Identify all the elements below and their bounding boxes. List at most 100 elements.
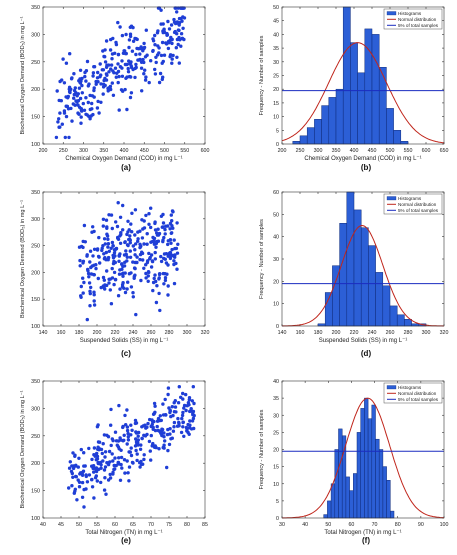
scatter-point — [107, 70, 111, 74]
scatter-point — [88, 249, 93, 253]
scatter-point — [154, 60, 158, 65]
scatter-point — [172, 259, 176, 263]
scatter-point — [111, 470, 115, 475]
scatter-point — [122, 433, 126, 437]
scatter-point — [105, 269, 109, 273]
scatter-point — [129, 433, 133, 437]
histogram-bar — [299, 135, 308, 145]
histogram-bar — [360, 408, 365, 519]
scatter-point — [187, 432, 191, 436]
scatter-point — [166, 46, 171, 51]
scatter-point — [144, 28, 148, 32]
scatter-point — [126, 431, 130, 436]
scatter-point — [68, 89, 72, 93]
scatter-point — [117, 403, 121, 408]
scatter-point — [145, 53, 149, 57]
x-tick-label: 40 — [302, 522, 308, 528]
scatter-point — [67, 486, 71, 490]
scatter-point — [110, 452, 114, 456]
legend-entry: Normal distribution — [398, 202, 437, 207]
x-tick-label: 200 — [39, 148, 48, 154]
histogram-bar — [335, 88, 344, 145]
scatter-point — [106, 237, 110, 241]
scatter-point — [102, 488, 107, 492]
scatter-point — [166, 19, 170, 24]
scatter-point — [149, 458, 153, 462]
x-tick-label: 220 — [350, 330, 359, 336]
y-tick-label: 300 — [31, 406, 40, 412]
scatter-point — [114, 42, 119, 47]
y-tick-label: 250 — [31, 60, 40, 66]
x-tick-label: 45 — [58, 522, 64, 528]
scatter-point — [92, 86, 96, 90]
scatter-point — [95, 247, 100, 251]
scatter-point — [158, 272, 162, 276]
x-tick-label: 80 — [395, 522, 401, 528]
y-tick-label: 45 — [273, 19, 279, 25]
scatter-point — [90, 230, 94, 234]
scatter-point — [96, 254, 101, 259]
scatter-point — [159, 8, 163, 12]
scatter-point — [139, 459, 143, 464]
scatter-point — [102, 257, 107, 261]
scatter-point — [159, 429, 164, 434]
scatter-point — [137, 430, 141, 435]
y-tick-label: 5 — [276, 499, 279, 505]
histogram-bar — [330, 483, 336, 519]
x-tick-label: 200 — [332, 330, 341, 336]
scatter-point — [92, 273, 97, 277]
scatter-point — [131, 25, 135, 30]
scatter-point — [147, 212, 151, 216]
scatter-point — [125, 459, 129, 463]
scatter-point — [134, 62, 138, 67]
scatter-point — [138, 52, 142, 56]
y-tick-label: 50 — [273, 5, 279, 11]
scatter-point — [125, 255, 129, 259]
scatter-point — [70, 119, 74, 123]
scatter-point — [159, 418, 163, 423]
scatter-point — [118, 234, 122, 238]
scatter-point — [138, 447, 143, 451]
x-axis-label: Chemical Oxygen Demand (COD) in mg L⁻¹ — [65, 156, 182, 162]
scatter-point — [64, 114, 69, 119]
scatter-point — [142, 41, 146, 46]
scatter-point — [130, 460, 135, 465]
scatter-point — [112, 282, 116, 287]
scatter-point — [158, 414, 162, 418]
x-axis-label: Suspended Solids (SS) in mg L⁻¹ — [319, 338, 408, 344]
scatter-point — [91, 71, 96, 75]
scatter-point — [77, 245, 82, 249]
scatter-point — [170, 219, 174, 223]
scatter-point — [135, 452, 139, 456]
y-axis-label: Biochemical Oxygen Demand (BOD₅) in mg L… — [20, 390, 26, 508]
scatter-point — [124, 423, 128, 427]
scatter-point — [172, 425, 176, 429]
scatter-point — [80, 83, 84, 88]
scatter-point — [121, 228, 125, 232]
x-tick-label: 70 — [372, 522, 378, 528]
legend-entry: Histograms — [398, 11, 422, 16]
y-tick-label: 350 — [31, 5, 40, 11]
scatter-point — [67, 135, 71, 140]
scatter-point — [104, 65, 109, 70]
scatter-point — [68, 460, 73, 464]
x-tick-label: 250 — [296, 148, 305, 154]
chart-f: 30 40 50 60 70 80 90 100 0 5 10 15 20 25 30 35 40 Histogr… — [259, 379, 448, 536]
x-tick-label: 450 — [368, 148, 377, 154]
scatter-point — [157, 51, 161, 55]
scatter-point — [89, 285, 93, 290]
scatter-point — [79, 107, 84, 111]
scatter-point — [123, 87, 127, 92]
scatter-point — [166, 263, 170, 267]
scatter-point — [135, 255, 139, 259]
scatter-point — [170, 247, 174, 252]
panel-label: (e) — [121, 536, 131, 545]
histogram-bar — [386, 108, 394, 145]
histogram-bar — [292, 141, 301, 145]
scatter-point — [82, 223, 87, 228]
scatter-point — [139, 66, 144, 70]
histogram-bar — [393, 130, 402, 145]
histogram-bar — [396, 314, 405, 327]
scatter-point — [84, 79, 88, 83]
scatter-point — [116, 237, 121, 241]
